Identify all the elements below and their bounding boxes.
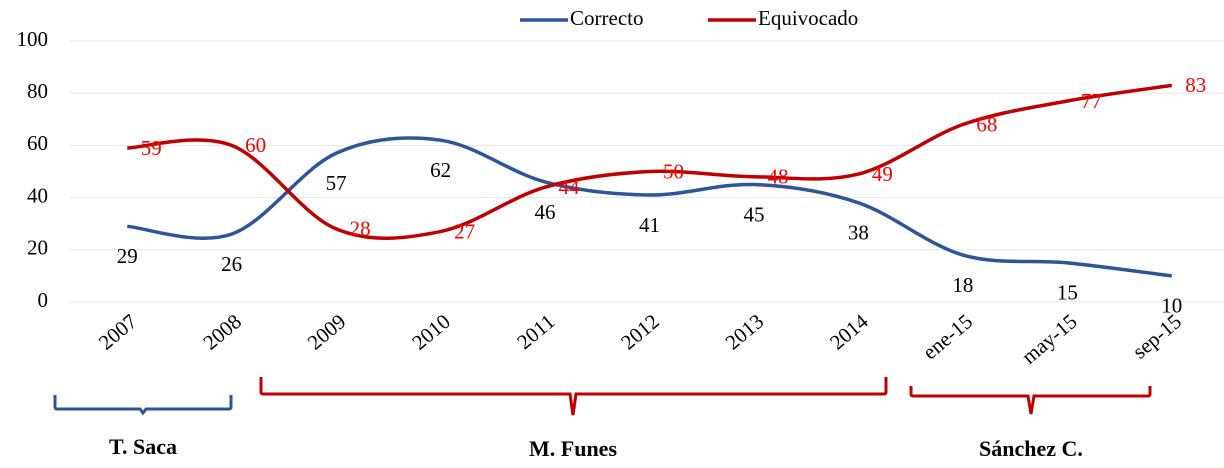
group-label: T. Saca: [109, 434, 177, 459]
data-label: 68: [976, 112, 997, 136]
x-tick-label: 2011: [512, 309, 559, 354]
y-tick-label: 20: [27, 236, 48, 260]
bracket: [909, 386, 1152, 415]
series-line: [127, 136, 1172, 278]
data-label: 29: [117, 244, 138, 268]
legend-label: Equivocado: [758, 6, 858, 30]
x-tick-label: ene-15: [918, 309, 977, 364]
data-label: 44: [559, 175, 581, 199]
legend-label: Correcto: [570, 6, 643, 30]
y-tick-label: 40: [27, 183, 48, 207]
data-label: 28: [350, 217, 371, 241]
x-tick-label: 2010: [407, 309, 455, 354]
x-tick-label: 2009: [303, 309, 351, 354]
data-label: 38: [848, 221, 869, 245]
data-label: 27: [454, 219, 475, 243]
data-label: 18: [952, 273, 973, 297]
x-tick-label: 2007: [94, 309, 142, 354]
data-label: 41: [639, 213, 660, 237]
data-label: 77: [1081, 89, 1102, 113]
y-tick-label: 80: [27, 79, 48, 103]
data-label: 59: [141, 136, 162, 160]
data-label: 62: [430, 158, 451, 182]
data-label: 60: [245, 133, 266, 157]
group-label: M. Funes: [529, 436, 617, 461]
data-label: 83: [1185, 73, 1206, 97]
data-label: 10: [1161, 294, 1182, 318]
data-label: 26: [221, 252, 242, 276]
data-label: 49: [872, 162, 893, 186]
group-label: Sánchez C.: [979, 436, 1083, 461]
series-line: [127, 83, 1173, 240]
data-label: 57: [326, 171, 347, 195]
data-label: 46: [535, 200, 556, 224]
x-tick-label: 2012: [616, 309, 664, 354]
data-label: 48: [767, 165, 788, 189]
y-tick-label: 100: [17, 27, 49, 51]
y-tick-label: 0: [38, 288, 49, 312]
data-label: 15: [1057, 281, 1078, 305]
x-tick-label: 2014: [825, 309, 873, 355]
data-label: 45: [743, 202, 764, 226]
bracket: [259, 377, 888, 416]
data-label: 50: [663, 159, 684, 183]
bracket: [53, 395, 233, 416]
x-tick-label: 2013: [721, 309, 769, 354]
x-tick-label: may-15: [1017, 309, 1082, 369]
x-tick-label: 2008: [198, 309, 246, 354]
y-tick-label: 60: [27, 131, 48, 155]
